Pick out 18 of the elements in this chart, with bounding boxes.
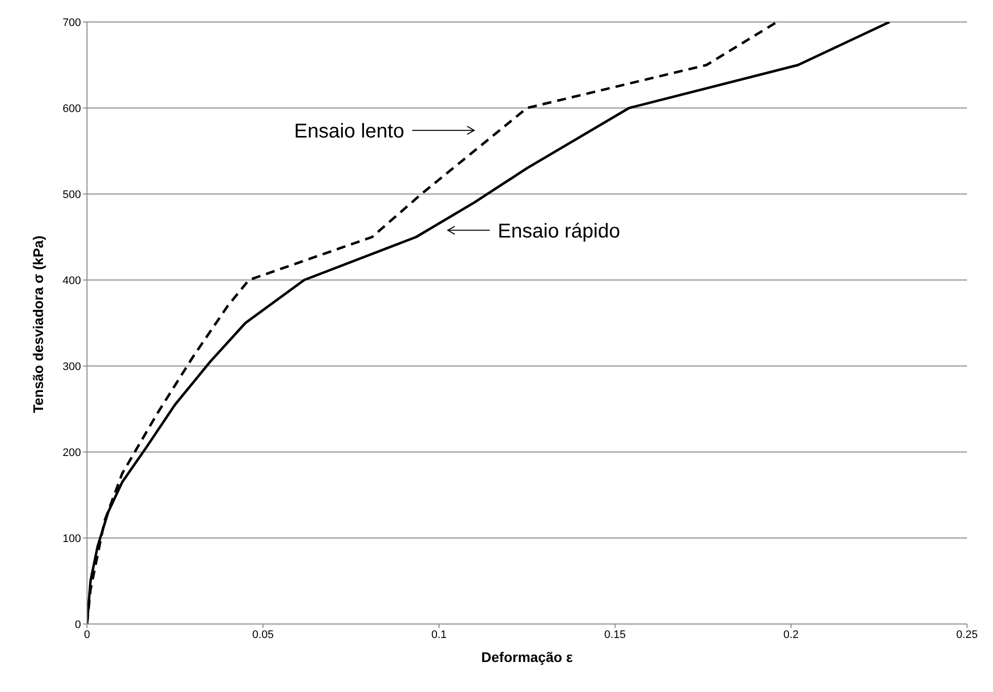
y-tick-label: 400: [62, 274, 81, 287]
y-tick-label: 100: [62, 532, 81, 545]
x-tick-label: 0.1: [431, 628, 447, 641]
y-tick-label: 300: [62, 360, 81, 373]
y-tick-label: 700: [62, 16, 81, 29]
annotation: Ensaio rápido: [498, 220, 620, 242]
x-axis-title: Deformação ε: [481, 649, 574, 665]
y-tick-label: 0: [74, 618, 81, 631]
x-tick-label: 0: [84, 628, 90, 641]
x-tick-label: 0.2: [783, 628, 799, 641]
annotation: Ensaio lento: [294, 120, 404, 142]
y-tick-label: 200: [62, 446, 81, 459]
y-tick-label: 600: [62, 102, 81, 115]
x-tick-label: 0.05: [252, 628, 274, 641]
y-tick-label: 500: [62, 188, 81, 201]
y-axis-title: Tensão desviadora σ (kPa): [30, 236, 46, 413]
x-tick-label: 0.25: [956, 628, 978, 641]
x-tick-label: 0.15: [604, 628, 626, 641]
